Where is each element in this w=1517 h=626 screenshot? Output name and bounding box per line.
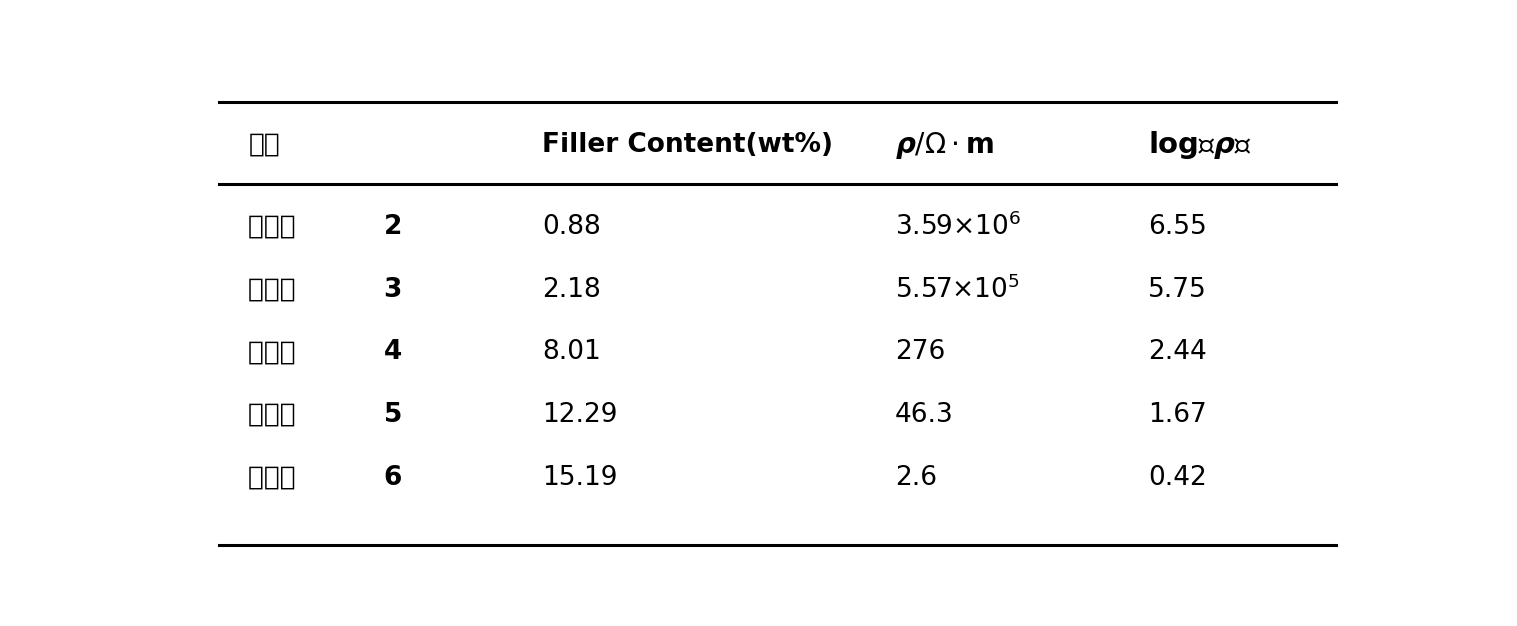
Text: 15.19: 15.19 <box>543 464 617 491</box>
Text: 12.29: 12.29 <box>543 402 617 428</box>
Text: $\mathbf{log}$$\mathbf{（}$$\boldsymbol{\rho}$$\mathbf{）}$: $\mathbf{log}$$\mathbf{（}$$\boldsymbol{\… <box>1148 129 1252 161</box>
Text: 0.88: 0.88 <box>543 214 601 240</box>
Text: 实施例: 实施例 <box>249 214 305 240</box>
Text: 5.57×10$^{5}$: 5.57×10$^{5}$ <box>895 275 1019 304</box>
Text: 46.3: 46.3 <box>895 402 954 428</box>
Text: 5.75: 5.75 <box>1148 277 1206 302</box>
Text: 6: 6 <box>384 464 402 491</box>
Text: 6.55: 6.55 <box>1148 214 1206 240</box>
Text: 实施例: 实施例 <box>249 277 305 302</box>
Text: 1.67: 1.67 <box>1148 402 1206 428</box>
Text: 5: 5 <box>384 402 402 428</box>
Text: 3.59×10$^{6}$: 3.59×10$^{6}$ <box>895 213 1021 241</box>
Text: 3: 3 <box>384 277 402 302</box>
Text: $\boldsymbol{\rho}$$/\Omega\cdot$$\mathbf{m}$: $\boldsymbol{\rho}$$/\Omega\cdot$$\mathb… <box>895 130 994 160</box>
Text: 2.6: 2.6 <box>895 464 938 491</box>
Text: 实施例: 实施例 <box>249 339 305 366</box>
Text: 276: 276 <box>895 339 945 366</box>
Text: 实施例: 实施例 <box>249 464 305 491</box>
Text: Filler Content(wt%): Filler Content(wt%) <box>543 132 833 158</box>
Text: 2.44: 2.44 <box>1148 339 1206 366</box>
Text: 2: 2 <box>384 214 402 240</box>
Text: 2.18: 2.18 <box>543 277 601 302</box>
Text: 0.42: 0.42 <box>1148 464 1206 491</box>
Text: 实施例: 实施例 <box>249 402 305 428</box>
Text: 序号: 序号 <box>249 132 281 158</box>
Text: 4: 4 <box>384 339 402 366</box>
Text: 8.01: 8.01 <box>543 339 601 366</box>
